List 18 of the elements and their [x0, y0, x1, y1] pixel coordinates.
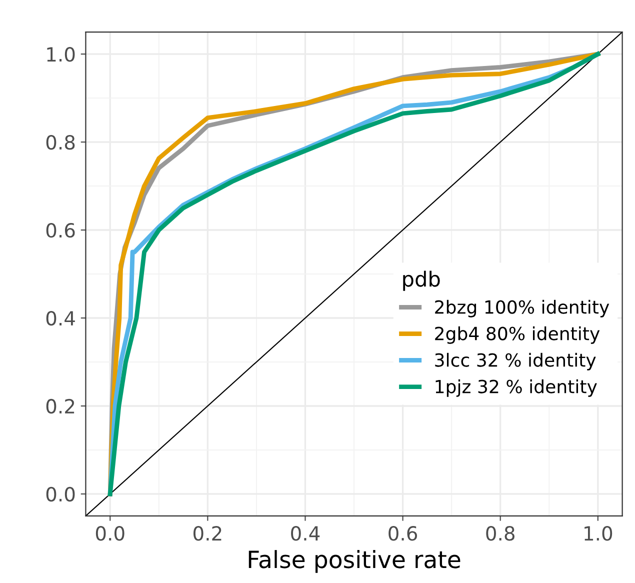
legend-label: 2gb4 80% identity: [435, 326, 600, 344]
x-tick-label: 0.4: [291, 526, 320, 541]
legend-label: 1pjz 32 % identity: [436, 379, 597, 397]
y-tick-label: 0.2: [46, 398, 74, 414]
legend-label: 3lcc 32 % identity: [435, 352, 596, 370]
x-tick-label: 0.8: [486, 526, 514, 541]
legend-title: pdb: [403, 270, 440, 291]
x-tick-label: 0.0: [96, 526, 124, 541]
y-tick-label: 0.4: [46, 310, 75, 326]
x-tick-label: 1.0: [584, 526, 612, 541]
y-tick-label: 1.0: [47, 47, 75, 62]
x-tick-label: 0.6: [388, 526, 418, 541]
x-tick-label: 0.2: [193, 526, 222, 541]
x-axis-title: False positive rate: [248, 550, 460, 573]
y-tick-label: 0.8: [46, 134, 75, 150]
y-tick-label: 0.0: [46, 486, 75, 502]
legend-label: 2bzg 100% identity: [435, 300, 610, 318]
y-tick-label: 0.6: [46, 222, 75, 238]
